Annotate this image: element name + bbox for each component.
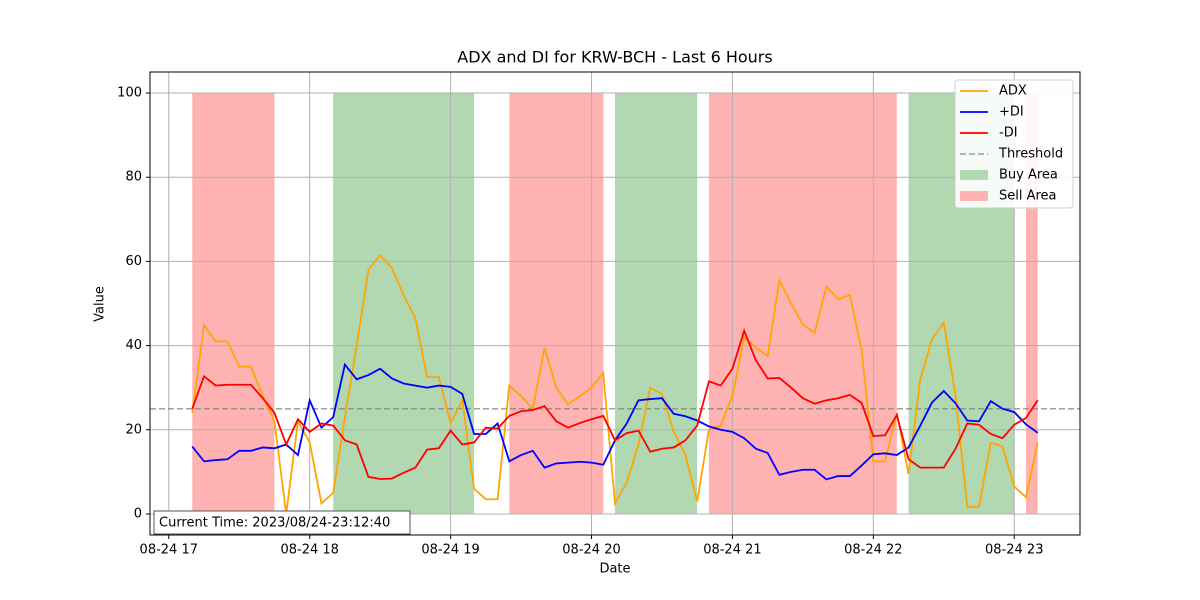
x-axis-label: Date bbox=[599, 562, 630, 577]
legend-swatch bbox=[960, 191, 988, 201]
signal-area bbox=[708, 93, 897, 514]
x-tick-label: 08-24 21 bbox=[703, 543, 761, 558]
y-tick-label: 20 bbox=[125, 422, 142, 437]
x-tick-label: 08-24 23 bbox=[985, 543, 1043, 558]
x-tick-label: 08-24 22 bbox=[844, 543, 902, 558]
legend-label: Threshold bbox=[998, 147, 1063, 162]
signal-area bbox=[333, 93, 475, 514]
x-tick-label: 08-24 19 bbox=[421, 543, 479, 558]
signal-area bbox=[192, 93, 275, 514]
y-tick-label: 100 bbox=[117, 86, 142, 101]
signal-area bbox=[1025, 93, 1038, 514]
signal-area bbox=[615, 93, 698, 514]
series-line bbox=[191, 328, 1039, 480]
y-axis-label: Value bbox=[93, 286, 108, 322]
y-tick-label: 60 bbox=[125, 254, 142, 269]
y-tick-label: 0 bbox=[134, 506, 142, 521]
x-tick-label: 08-24 20 bbox=[562, 543, 620, 558]
chart-title: ADX and DI for KRW-BCH - Last 6 Hours bbox=[457, 48, 772, 67]
series-line bbox=[191, 253, 1039, 515]
annotation-box bbox=[153, 510, 411, 535]
y-tick-label: 40 bbox=[125, 338, 142, 353]
x-tick-label: 08-24 18 bbox=[280, 543, 338, 558]
plot-frame bbox=[149, 71, 1081, 536]
signal-area bbox=[509, 93, 604, 514]
legend-label: -DI bbox=[999, 126, 1018, 141]
x-tick-label: 08-24 17 bbox=[140, 543, 198, 558]
legend-swatch bbox=[960, 170, 988, 180]
y-tick-label: 80 bbox=[125, 170, 142, 185]
legend-label: Buy Area bbox=[999, 168, 1058, 183]
legend-label: Sell Area bbox=[999, 189, 1057, 204]
legend-label: +DI bbox=[999, 105, 1024, 120]
annotation: Current Time: 2023/08/24-23:12:40 bbox=[159, 516, 390, 531]
legend-label: ADX bbox=[999, 84, 1027, 99]
